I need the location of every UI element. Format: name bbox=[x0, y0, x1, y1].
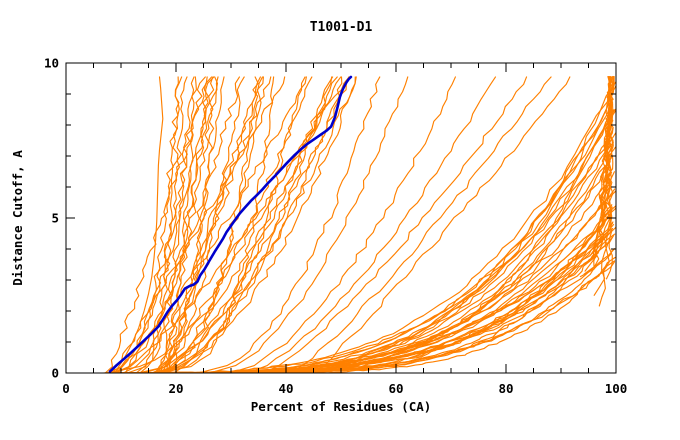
highlight-curve bbox=[108, 75, 353, 373]
background-curve bbox=[172, 76, 259, 373]
x-tick-label: 20 bbox=[168, 381, 183, 396]
background-curve bbox=[166, 76, 272, 373]
background-curve bbox=[156, 76, 357, 373]
background-curve bbox=[208, 76, 409, 373]
x-tick-label: 100 bbox=[605, 381, 628, 396]
background-curve bbox=[124, 76, 241, 373]
background-series-group bbox=[103, 76, 616, 373]
background-curve bbox=[114, 76, 164, 373]
y-axis-label: Distance Cutoff, A bbox=[10, 150, 25, 286]
background-curve bbox=[168, 76, 313, 373]
background-curve bbox=[115, 76, 350, 373]
background-curve bbox=[105, 76, 338, 373]
chart-title: T1001-D1 bbox=[310, 20, 373, 35]
background-curve bbox=[106, 76, 215, 373]
background-curve bbox=[151, 76, 225, 373]
x-tick-label: 40 bbox=[278, 381, 293, 396]
background-curve bbox=[289, 76, 552, 373]
background-curve bbox=[229, 76, 456, 373]
y-tick-label: 10 bbox=[44, 56, 59, 71]
x-tick-label: 80 bbox=[498, 381, 513, 396]
x-tick-label: 60 bbox=[388, 381, 403, 396]
background-curve bbox=[211, 256, 616, 373]
x-axis-ticks bbox=[65, 63, 617, 373]
background-curve bbox=[246, 76, 497, 373]
background-curve bbox=[104, 76, 208, 373]
y-tick-label: 0 bbox=[51, 366, 59, 381]
background-curve bbox=[583, 76, 613, 267]
background-curve bbox=[262, 76, 528, 373]
background-curve bbox=[197, 76, 381, 373]
background-curve bbox=[154, 76, 342, 373]
background-curve bbox=[120, 86, 616, 373]
background-curve bbox=[160, 76, 195, 373]
y-axis-tick-labels: 0 5 10 bbox=[44, 56, 59, 381]
background-curve bbox=[139, 171, 615, 373]
x-axis-tick-labels: 0 20 40 60 80 100 bbox=[62, 381, 627, 396]
series-layer bbox=[103, 75, 616, 373]
y-axis-ticks bbox=[66, 62, 616, 374]
background-curve bbox=[163, 76, 219, 373]
background-curve bbox=[154, 76, 275, 373]
background-curve bbox=[157, 76, 350, 373]
background-curve bbox=[154, 76, 197, 373]
x-axis-label: Percent of Residues (CA) bbox=[251, 399, 432, 414]
background-curve bbox=[113, 76, 180, 373]
background-curve bbox=[587, 76, 615, 261]
plot-area: 0 20 40 60 80 100 0 5 10 bbox=[44, 56, 627, 397]
background-curve bbox=[142, 76, 356, 373]
background-curve bbox=[171, 188, 616, 373]
background-curve bbox=[166, 76, 261, 373]
background-curve bbox=[139, 76, 188, 373]
background-curve bbox=[162, 76, 306, 373]
highlight-series-group bbox=[108, 75, 353, 373]
background-curve bbox=[152, 76, 334, 373]
y-tick-label: 5 bbox=[51, 211, 59, 226]
background-curve bbox=[311, 76, 571, 373]
x-tick-label: 0 bbox=[62, 381, 70, 396]
